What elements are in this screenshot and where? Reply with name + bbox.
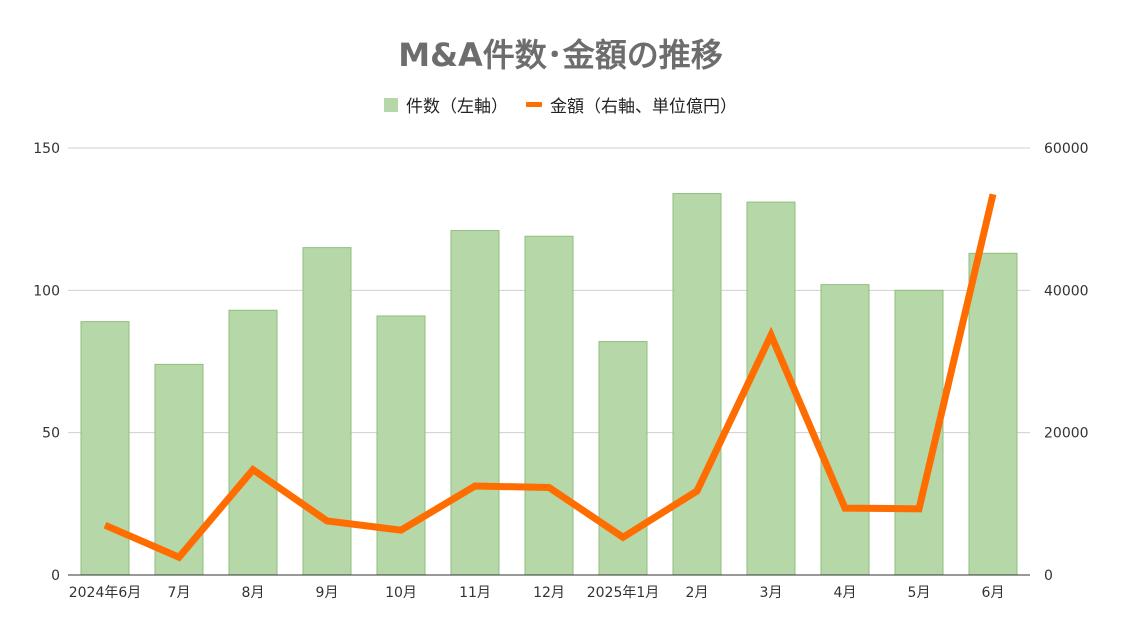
legend-swatch-line: [526, 102, 542, 107]
bar: [524, 235, 574, 576]
x-tick-label: 7月: [168, 585, 191, 601]
chart-title: M&A件数･金額の推移: [398, 36, 723, 74]
legend-item-count: 件数（左軸）: [384, 92, 508, 117]
y-left-tick-label: 150: [33, 141, 60, 157]
x-tick-label: 2月: [686, 585, 709, 601]
x-tick-label: 2024年6月: [69, 585, 142, 601]
x-tick-label: 11月: [459, 585, 491, 601]
y-right-tick-label: 20000: [1044, 426, 1089, 442]
y-left-tick-label: 50: [42, 426, 60, 442]
legend-swatch-bar: [384, 97, 398, 112]
series-line-amount: [103, 193, 997, 562]
legend-label-count: 件数（左軸）: [406, 97, 508, 117]
bar: [450, 230, 500, 576]
bar: [228, 309, 278, 576]
bar: [154, 363, 204, 576]
bar: [80, 321, 130, 576]
x-tick-label: 5月: [908, 585, 931, 601]
x-tick-label: 2025年1月: [587, 585, 660, 601]
legend-label-amount: 金額（右軸、単位億円）: [550, 97, 737, 117]
x-tick-label: 8月: [242, 585, 265, 601]
y-left-tick-label: 0: [51, 568, 60, 584]
bar: [968, 252, 1018, 576]
bar: [376, 315, 426, 576]
x-tick-label: 4月: [834, 585, 857, 601]
legend: 件数（左軸） 金額（右軸、単位億円）: [0, 92, 1121, 117]
bar: [820, 284, 870, 576]
bar: [672, 193, 722, 576]
x-tick-label: 6月: [982, 585, 1005, 601]
y-left-tick-label: 100: [33, 283, 60, 299]
legend-item-amount: 金額（右軸、単位億円）: [526, 92, 737, 117]
x-tick-label: 3月: [760, 585, 783, 601]
y-right-tick-label: 60000: [1044, 141, 1089, 157]
y-right-tick-label: 0: [1044, 568, 1053, 584]
y-right-tick-label: 40000: [1044, 283, 1089, 299]
x-tick-label: 12月: [533, 585, 565, 601]
bar: [746, 201, 796, 576]
x-tick-label: 10月: [385, 585, 417, 601]
x-tick-label: 9月: [316, 585, 339, 601]
